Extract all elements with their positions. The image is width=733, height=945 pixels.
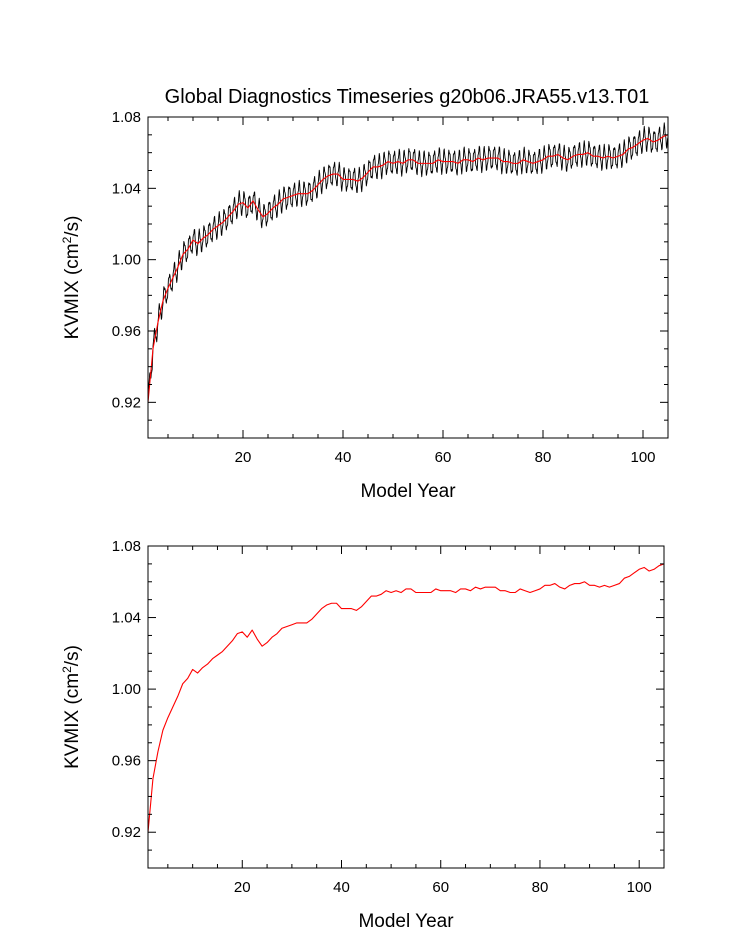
y-tick-label: 1.04 [112, 180, 141, 197]
top-panel: 0.92 0.96 1.00 1.04 1.08 20 40 60 80 100 Model Yea… [60, 109, 669, 502]
x-tick-label: 100 [630, 449, 655, 466]
series-group [148, 122, 668, 403]
x-axis-label: Model Year [358, 911, 454, 932]
annual-series-line [148, 134, 668, 403]
x-tick-label: 100 [627, 879, 652, 896]
x-axis-label: Model Year [360, 481, 456, 502]
bottom-panel: 0.92 0.96 1.00 1.04 1.08 20 40 60 80 100 Model Yea… [60, 538, 665, 932]
y-tick-label: 0.92 [112, 824, 141, 841]
y-tick-label: 0.96 [112, 323, 141, 340]
x-tick-label: 40 [333, 879, 350, 896]
y-tick-label: 1.04 [112, 610, 141, 627]
figure-title: Global Diagnostics Timeseries g20b06.JRA… [165, 86, 650, 108]
x-tick-label: 20 [234, 879, 251, 896]
x-tick-label: 40 [335, 449, 352, 466]
y-tick-label: 1.00 [112, 681, 141, 698]
y-tick-label: 1.00 [112, 252, 141, 269]
annual-series-line [148, 563, 664, 833]
plot-frame [147, 545, 665, 869]
series-group [148, 563, 664, 833]
y-tick-label: 1.08 [112, 538, 141, 555]
x-tick-label: 80 [532, 879, 549, 896]
y-tick-label: 1.08 [112, 109, 141, 126]
x-tick-label: 20 [235, 449, 252, 466]
y-tick-label: 0.92 [112, 394, 141, 411]
monthly-series-line [148, 122, 668, 403]
y-axis-label: KVMIX (cm2/s) [60, 645, 83, 769]
x-tick-label: 80 [535, 449, 552, 466]
y-axis-label: KVMIX (cm2/s) [60, 216, 83, 340]
y-tick-label: 0.96 [112, 753, 141, 770]
x-tick-label: 60 [435, 449, 452, 466]
x-tick-label: 60 [432, 879, 449, 896]
